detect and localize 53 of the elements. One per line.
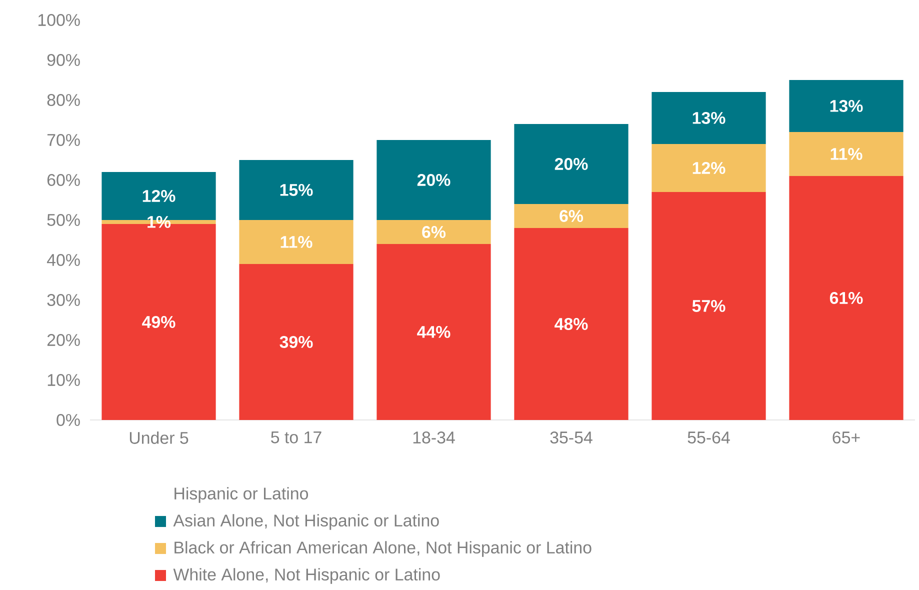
bar [376,220,491,244]
y-tick-label: 80% [47,94,80,106]
data-label: 39% [280,336,313,348]
x-tick-label: 55-64 [688,432,730,444]
bar [514,124,628,204]
y-tick-label: 50% [47,214,80,226]
data-label: 20% [554,158,588,170]
bar [376,140,491,220]
bar [514,204,628,228]
data-label: 49% [142,316,176,328]
legend-label: White Alone, Not Hispanic or Latino [173,568,440,584]
data-label: 6% [422,226,446,238]
y-tick-label: 90% [47,54,80,66]
y-tick-label: 0% [56,414,80,426]
y-tick-label: 100% [38,14,80,26]
bar [239,160,354,220]
data-label: 48% [554,318,588,330]
data-label: 12% [692,162,726,174]
legend-title: Hispanic or Latino [174,487,308,503]
x-tick-label: 65+ [832,432,860,444]
x-tick-label: 35-54 [550,432,592,444]
x-tick-label: 5 to 17 [271,432,322,444]
bar [652,144,766,192]
data-label: 13% [830,100,863,112]
data-label: 15% [280,184,313,196]
legend-label: Black or African American Alone, Not Hispanic or Latino [174,541,592,557]
data-label: 13% [692,112,726,124]
bar [239,264,354,420]
data-label: 11% [280,236,312,248]
bar [239,220,354,264]
data-label: 11% [830,148,862,160]
bar [514,228,628,420]
data-label: 44% [417,326,450,338]
data-label: 61% [830,292,863,304]
bar [789,80,904,132]
bar [652,192,766,420]
y-tick-label: 70% [47,134,80,146]
data-label: 12% [142,190,176,202]
data-label: 6% [560,210,584,222]
bar [789,176,904,420]
y-tick-label: 10% [48,374,80,386]
y-tick-label: 60% [47,174,80,186]
bar [376,244,491,420]
x-tick-label: 18-34 [413,432,455,444]
x-tick-label: Under 5 [130,432,188,444]
y-tick-label: 40% [46,254,80,266]
bar [652,92,766,144]
bar [789,132,904,176]
data-label: 20% [417,174,450,186]
y-tick-label: 30% [47,294,80,306]
legend-label: Asian Alone, Not Hispanic or Latino [173,514,439,530]
y-tick-label: 20% [47,334,80,346]
data-label: 57% [692,300,726,312]
